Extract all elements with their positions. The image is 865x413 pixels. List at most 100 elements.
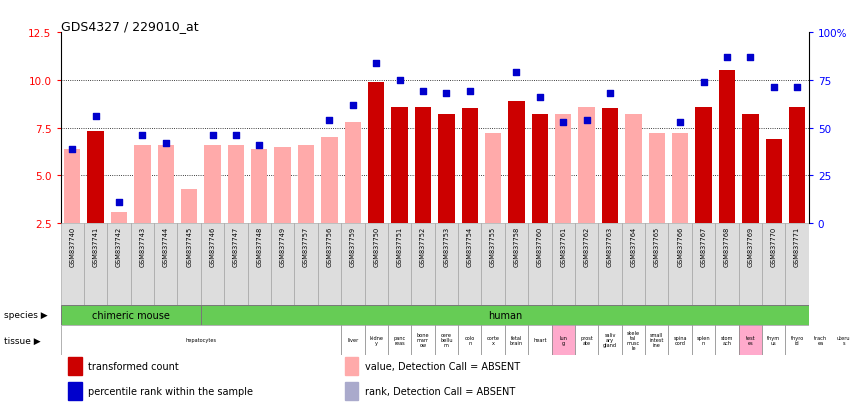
Text: thyro
id: thyro id — [791, 335, 804, 345]
Bar — [458, 325, 482, 355]
Point — [416, 89, 430, 95]
Text: GSM837746: GSM837746 — [209, 226, 215, 266]
Bar — [111, 212, 127, 223]
Bar — [529, 223, 552, 305]
Text: GSM837755: GSM837755 — [490, 226, 497, 266]
Text: test
es: test es — [746, 335, 755, 345]
Bar — [485, 134, 502, 223]
Text: value, Detection Call = ABSENT: value, Detection Call = ABSENT — [365, 361, 520, 371]
Bar — [785, 223, 809, 305]
Bar — [344, 123, 361, 223]
Bar — [435, 325, 458, 355]
Bar — [649, 134, 665, 223]
Text: GSM837749: GSM837749 — [279, 226, 285, 266]
Point — [393, 77, 407, 84]
Point — [720, 55, 734, 61]
Bar — [625, 115, 642, 223]
Text: rank, Detection Call = ABSENT: rank, Detection Call = ABSENT — [365, 386, 516, 396]
Text: GSM837761: GSM837761 — [561, 226, 567, 266]
Bar — [391, 107, 407, 223]
Text: GSM837768: GSM837768 — [724, 226, 730, 266]
Text: bone
marr
ow: bone marr ow — [417, 332, 429, 348]
Text: GSM837758: GSM837758 — [514, 226, 520, 266]
Bar — [134, 145, 151, 223]
Bar — [364, 223, 388, 305]
Text: GSM837742: GSM837742 — [116, 226, 122, 266]
Point — [533, 95, 547, 101]
Bar — [154, 223, 177, 305]
Bar — [669, 325, 692, 355]
Text: splen
n: splen n — [696, 335, 710, 345]
Text: GSM837764: GSM837764 — [631, 226, 637, 266]
Text: small
intest
ine: small intest ine — [650, 332, 664, 348]
Bar — [435, 223, 458, 305]
Point — [369, 60, 383, 67]
Bar — [84, 223, 107, 305]
Point — [253, 142, 266, 149]
Text: GDS4327 / 229010_at: GDS4327 / 229010_at — [61, 20, 198, 33]
Bar — [645, 325, 669, 355]
Point — [509, 70, 523, 76]
Bar — [201, 305, 809, 325]
Text: liver: liver — [347, 338, 358, 343]
Point — [89, 114, 103, 120]
Bar — [181, 189, 197, 223]
Point — [673, 119, 687, 126]
Bar — [789, 107, 805, 223]
Bar — [555, 115, 572, 223]
Text: GSM837763: GSM837763 — [607, 226, 613, 266]
Point — [346, 102, 360, 109]
Point — [790, 85, 804, 92]
Point — [603, 91, 617, 97]
Bar — [411, 325, 435, 355]
Point — [439, 91, 453, 97]
Text: GSM837754: GSM837754 — [467, 226, 473, 266]
Bar — [131, 223, 154, 305]
Bar — [622, 325, 645, 355]
Bar — [785, 325, 809, 355]
Point — [556, 119, 570, 126]
Bar — [599, 325, 622, 355]
Bar — [415, 107, 431, 223]
Bar — [532, 115, 548, 223]
Text: species ▶: species ▶ — [4, 311, 48, 320]
Bar — [575, 223, 599, 305]
Bar — [715, 325, 739, 355]
Bar — [599, 223, 622, 305]
Text: tissue ▶: tissue ▶ — [4, 336, 41, 344]
Point — [229, 133, 243, 139]
Bar — [177, 223, 201, 305]
Point — [696, 79, 710, 86]
Point — [159, 140, 173, 147]
Text: GSM837767: GSM837767 — [701, 226, 707, 266]
Bar — [669, 223, 692, 305]
Bar — [832, 325, 855, 355]
Text: GSM837743: GSM837743 — [139, 226, 145, 266]
Bar — [742, 115, 759, 223]
Bar — [439, 115, 454, 223]
Bar — [695, 107, 712, 223]
Text: corte
x: corte x — [487, 335, 500, 345]
Bar — [345, 382, 358, 400]
Text: prost
ate: prost ate — [580, 335, 593, 345]
Text: percentile rank within the sample: percentile rank within the sample — [88, 386, 253, 396]
Bar — [388, 325, 411, 355]
Bar — [529, 325, 552, 355]
Bar — [482, 223, 505, 305]
Text: GSM837759: GSM837759 — [349, 226, 356, 266]
Text: stom
ach: stom ach — [721, 335, 734, 345]
Bar — [251, 149, 267, 223]
Bar — [68, 357, 81, 375]
Bar — [201, 223, 224, 305]
Point — [463, 89, 477, 95]
Bar — [509, 102, 525, 223]
Bar — [271, 223, 294, 305]
Text: uteru
s: uteru s — [837, 335, 850, 345]
Text: transformed count: transformed count — [88, 361, 179, 371]
Text: panc
reas: panc reas — [394, 335, 406, 345]
Text: saliv
ary
gland: saliv ary gland — [603, 332, 617, 348]
Bar — [107, 223, 131, 305]
Bar — [766, 140, 782, 223]
Bar — [274, 147, 291, 223]
Bar — [368, 83, 384, 223]
